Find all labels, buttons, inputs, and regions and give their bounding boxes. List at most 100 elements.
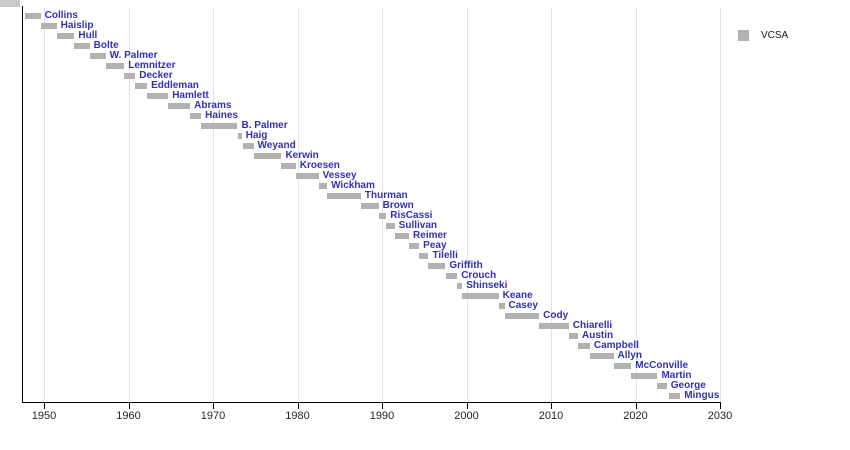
tenure-bar-george — [657, 383, 667, 389]
tenure-label-mcconville: McConville — [635, 360, 689, 371]
tenure-bar-eddleman — [135, 83, 148, 89]
tenure-bar-vessey — [295, 173, 319, 179]
tenure-label-hamlett: Hamlett — [172, 90, 209, 101]
tenure-bar-campbell — [578, 343, 590, 349]
legend-label: VCSA — [761, 30, 789, 41]
tenure-bar-mingus — [669, 393, 681, 399]
x-tick-label-1950: 1950 — [31, 410, 57, 422]
tenure-bar-haislip — [40, 23, 57, 29]
tenure-bar-riscassi — [378, 213, 387, 219]
tenure-label-hull: Hull — [78, 30, 98, 41]
tenure-bar-kroesen — [281, 163, 296, 169]
tenure-label-shinseki: Shinseki — [466, 280, 508, 291]
tenure-label-thurman: Thurman — [364, 190, 408, 201]
tenure-bar-reimer — [394, 233, 410, 239]
tenure-label-allyn: Allyn — [617, 350, 642, 361]
tenure-label-casey: Casey — [508, 300, 538, 311]
tenure-label-brown: Brown — [382, 200, 414, 211]
tenure-bar-thurman — [327, 193, 361, 199]
tenure-bar-wickham — [318, 183, 328, 189]
tenure-bar-chiarelli — [539, 323, 569, 329]
tenure-label-reimer: Reimer — [413, 230, 447, 241]
tenure-label-eddleman: Eddleman — [151, 80, 199, 91]
tenure-bar-peay — [409, 243, 420, 249]
tenure-bar-austin — [568, 333, 579, 339]
tenure-bar-mcconville — [613, 363, 632, 369]
x-tick-2030 — [720, 402, 721, 409]
tenure-bar-brown — [360, 203, 379, 209]
corner-bar-fragment — [0, 0, 20, 7]
x-tick-label-1990: 1990 — [369, 410, 395, 422]
tenure-label-sullivan: Sullivan — [398, 220, 438, 231]
tenure-label-peay: Peay — [423, 240, 447, 251]
tenure-bar-weyand — [243, 143, 254, 149]
tenure-bar-bolte — [74, 43, 90, 49]
x-tick-label-1980: 1980 — [285, 410, 310, 422]
tenure-bar-keane — [462, 293, 499, 299]
tenure-label-wickham: Wickham — [331, 180, 375, 191]
x-tick-label-1970: 1970 — [200, 410, 226, 422]
gridline-2000 — [466, 8, 468, 402]
tenure-bar-kerwin — [253, 153, 282, 159]
gridline-1960 — [128, 8, 130, 402]
tenure-label-b-palmer: B. Palmer — [241, 120, 288, 131]
gridline-1950 — [44, 8, 45, 402]
tenure-label-campbell: Campbell — [593, 340, 639, 351]
tenure-label-tilelli: Tilelli — [432, 250, 458, 261]
tenure-bar-griffith — [428, 263, 446, 269]
x-tick-1970 — [213, 402, 214, 409]
tenure-label-chiarelli: Chiarelli — [572, 320, 613, 331]
tenure-label-haines: Haines — [205, 110, 238, 121]
tenure-bar-abrams — [168, 103, 191, 109]
tenure-label-mingus: Mingus — [684, 390, 720, 401]
tenure-label-decker: Decker — [139, 70, 173, 81]
tenure-bar-casey — [498, 303, 505, 309]
tenure-bar-haines — [190, 113, 202, 119]
tenure-label-haislip: Haislip — [60, 20, 94, 31]
x-tick-label-2020: 2020 — [623, 410, 648, 422]
tenure-label-kerwin: Kerwin — [285, 150, 319, 161]
gridline-1980 — [297, 8, 299, 402]
x-tick-label-2030: 2030 — [707, 410, 733, 422]
tenure-bar-haig — [237, 133, 242, 139]
x-tick-label-2010: 2010 — [538, 410, 564, 422]
x-tick-label-2000: 2000 — [454, 410, 479, 422]
gridline-1970 — [213, 8, 214, 402]
tenure-label-crouch: Crouch — [461, 270, 497, 281]
x-tick-1950 — [44, 402, 45, 409]
gridline-2020 — [635, 8, 637, 402]
tenure-label-vessey: Vessey — [322, 170, 357, 181]
tenure-label-haig: Haig — [245, 130, 268, 141]
x-tick-1980 — [297, 402, 299, 409]
tenure-label-cody: Cody — [543, 310, 569, 321]
tenure-bar-shinseki — [457, 283, 463, 289]
x-tick-2010 — [551, 402, 552, 409]
tenure-bar-hamlett — [147, 93, 169, 99]
tenure-label-kroesen: Kroesen — [299, 160, 340, 171]
tenure-label-griffith: Griffith — [449, 260, 483, 271]
tenure-bar-martin — [631, 373, 658, 379]
x-axis-line — [22, 402, 721, 403]
tenure-label-keane: Keane — [502, 290, 533, 301]
tenure-bar-w-palmer — [89, 53, 106, 59]
x-tick-label-1960: 1960 — [116, 410, 141, 422]
gridline-2030 — [720, 8, 721, 402]
tenure-label-collins: Collins — [44, 10, 78, 21]
tenure-label-riscassi: RisCassi — [390, 210, 433, 221]
tenure-bar-cody — [504, 313, 540, 319]
x-tick-2020 — [635, 402, 637, 409]
tenure-label-w-palmer: W. Palmer — [109, 50, 158, 61]
legend-swatch-icon — [738, 30, 749, 41]
tenure-label-george: George — [670, 380, 706, 391]
x-tick-1990 — [382, 402, 383, 409]
legend: VCSA — [738, 30, 788, 41]
tenure-label-lemnitzer: Lemnitzer — [128, 60, 176, 71]
tenure-label-austin: Austin — [582, 330, 614, 341]
tenure-bar-crouch — [446, 273, 458, 279]
tenure-bar-allyn — [589, 353, 614, 359]
tenure-bar-lemnitzer — [105, 63, 125, 69]
x-tick-2000 — [466, 402, 468, 409]
tenure-label-bolte: Bolte — [93, 40, 119, 51]
tenure-bar-hull — [56, 33, 75, 39]
y-axis-line — [22, 6, 23, 402]
